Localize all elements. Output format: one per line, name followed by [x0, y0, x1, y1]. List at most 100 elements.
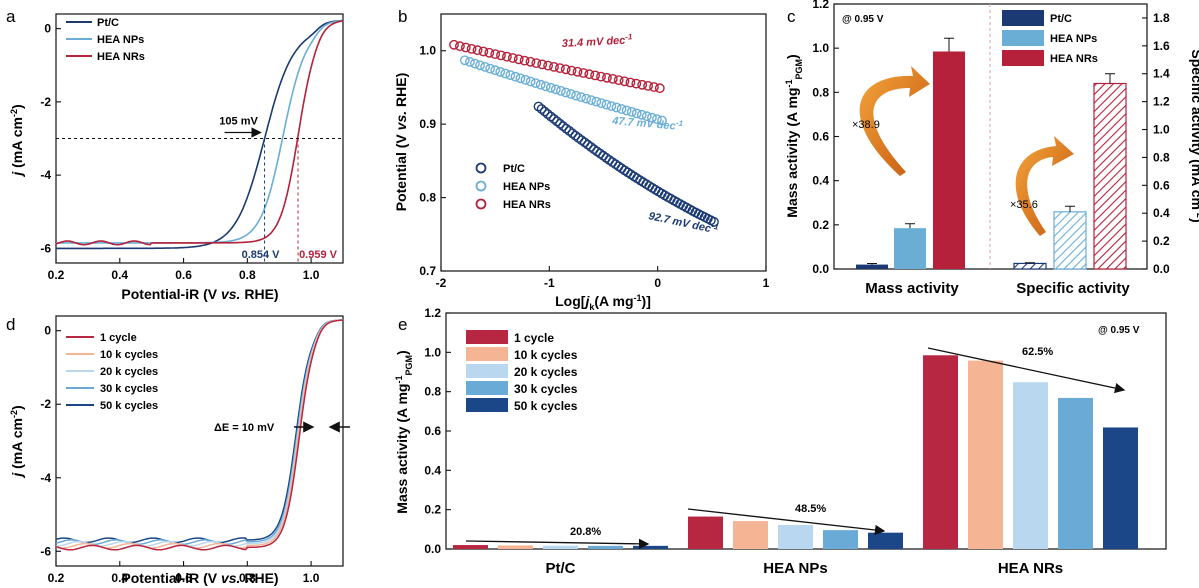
- legend-swatch-e-4: [466, 381, 508, 395]
- panel-a-ytick-label: -4: [40, 168, 51, 182]
- panel-c: 0.0 0.2 0.4 0.6 0.8 1.0 1.2 0.0 0.2 0.4 0.6 0.8 1.0 1…: [784, 0, 1199, 297]
- curve-pt-c: [56, 19, 344, 250]
- bar-hea-nps-1: [688, 516, 723, 549]
- bar-hea-nrs-2: [968, 360, 1003, 549]
- legend-label-hea-nrs-b: HEA NRs: [503, 199, 551, 211]
- panel-a-ytick-label: 0: [44, 22, 51, 36]
- panel-a-ytick-label: -2: [40, 95, 51, 109]
- bar-hea-nps-3: [778, 525, 813, 549]
- tafel-point-hea-nps: [550, 84, 561, 95]
- panel-b: -2 -1 0 1 0.7 0.8 0.9 1.0 31.4 mV dec-1 47.7 mV…: [393, 13, 770, 312]
- panel-a: 0.2 0.4 0.6 0.8 1.0 0 -2 -4 -6 105 mV 0.854 V 0.95…: [9, 13, 344, 302]
- tafel-point-hea-nps: [556, 86, 566, 96]
- e-half-ptc-label: 0.854 V: [242, 249, 281, 261]
- tafel-point-hea-nrs: [519, 55, 530, 66]
- panel-b-ylabel: Potential (V vs. RHE): [393, 73, 409, 212]
- tafel-point-hea-nrs: [649, 82, 659, 92]
- panel-d-ytick-label: -2: [40, 397, 51, 411]
- panel-b-xtick-label: 1: [763, 276, 770, 290]
- panel-b-ticks: -2 -1 0 1 0.7 0.8 0.9 1.0: [419, 44, 769, 290]
- category-label-hea-nps: HEA NPs: [763, 560, 827, 577]
- cycle-curve-5: [55, 319, 344, 544]
- tafel-point-hea-nrs: [613, 75, 624, 86]
- bar-hea-nps-5: [868, 532, 903, 549]
- tafel-point-hea-nrs: [478, 46, 489, 57]
- tafel-point-hea-nrs: [625, 77, 636, 88]
- tafel-point-hea-nps: [596, 98, 607, 109]
- panel-c-legend: Pt/C HEA NPs HEA NRs: [1002, 10, 1098, 66]
- tafel-point-pt-c: [539, 106, 550, 117]
- tafel-point-hea-nps: [510, 71, 521, 82]
- tafel-point-hea-nrs: [637, 79, 648, 90]
- category-label-specific: Specific activity: [1016, 280, 1130, 297]
- panel-a-xtick-label: 0.8: [239, 268, 256, 282]
- panel-b-points: [449, 39, 719, 227]
- legend-label-e-4: 30 k cycles: [514, 382, 578, 396]
- tafel-point-hea-nps: [459, 55, 470, 66]
- panel-d-ytick-label: -4: [40, 471, 51, 485]
- panel-a-xtick-label: 0.2: [48, 268, 65, 282]
- slope-label-ptc: 92.7 mV dec-1: [647, 208, 720, 237]
- panel-c-left-ytick-label: 0.2: [812, 218, 829, 232]
- orange-curved-arrow-mass: [859, 66, 930, 176]
- tafel-point-hea-nrs: [507, 53, 518, 63]
- legend-label-e-2: 10 k cycles: [514, 348, 578, 362]
- tafel-point-pt-c: [536, 104, 547, 114]
- tafel-point-hea-nps: [571, 90, 581, 101]
- tafel-point-pt-c: [709, 216, 719, 227]
- tafel-point-hea-nps: [566, 89, 576, 99]
- tafel-point-pt-c: [585, 141, 596, 152]
- slope-label-hea-nrs: 31.4 mV dec-1: [561, 32, 633, 50]
- panel-b-xtick-label: -2: [436, 276, 447, 290]
- panel-letter-b: b: [398, 7, 407, 26]
- drop-arrow-hea-nps: [687, 508, 886, 536]
- tafel-point-pt-c: [545, 111, 556, 122]
- mass-bar-pt-c: [856, 264, 888, 269]
- tafel-point-hea-nrs: [560, 64, 571, 75]
- mass-bar-hea-nps: [894, 228, 926, 269]
- tafel-point-pt-c: [561, 123, 572, 134]
- panel-b-frame: [440, 13, 767, 272]
- tafel-point-pt-c: [570, 130, 581, 141]
- tafel-point-hea-nps: [616, 104, 627, 114]
- tafel-point-hea-nrs: [472, 45, 483, 56]
- panel-c-right-ytick-label: 0.8: [1153, 150, 1170, 164]
- tafel-point-hea-nps: [469, 58, 480, 69]
- panel-d-xtick-label: 0.6: [175, 571, 192, 585]
- drop-label-hea-nrs: 62.5%: [1022, 346, 1053, 358]
- delta-e-label: ΔE = 10 mV: [214, 422, 275, 434]
- tafel-point-hea-nrs: [555, 63, 565, 73]
- tafel-point-pt-c: [573, 132, 584, 143]
- legend-label-ptc: Pt/C: [97, 17, 119, 29]
- legend-swatch-e-2: [466, 347, 508, 361]
- legend-marker-hea-nps: [475, 180, 487, 192]
- legend-label-c-ptc: Pt/C: [1050, 13, 1072, 25]
- tafel-point-pt-c: [533, 101, 544, 112]
- tafel-point-hea-nps: [515, 73, 526, 84]
- tafel-point-hea-nrs: [578, 68, 589, 78]
- legend-label-ptc-b: Pt/C: [503, 163, 525, 175]
- panel-a-ylabel: j (mA cm-2): [9, 104, 25, 177]
- panel-d-legend: 1 cycle 10 k cycles 20 k cycles 30 k cyc…: [66, 332, 158, 412]
- panel-c-condition: @ 0.95 V: [842, 14, 884, 25]
- tafel-point-hea-nps: [647, 112, 657, 123]
- tafel-point-hea-nps: [611, 102, 622, 113]
- legend-label-e-5: 50 k cycles: [514, 399, 578, 413]
- tafel-point-pt-c: [542, 109, 553, 119]
- panel-c-right-ytick-label: 1.2: [1153, 95, 1170, 109]
- cycle-curve-4: [55, 319, 343, 546]
- panel-e-ytick-label: 0.4: [424, 463, 441, 477]
- panel-d-xtick-label: 0.2: [48, 571, 65, 585]
- panel-c-right-ytick-label: 0.2: [1153, 234, 1170, 248]
- tafel-point-hea-nrs: [619, 76, 630, 87]
- specific-bar-pt-c: [1013, 262, 1047, 270]
- panel-b-legend: Pt/C HEA NPs HEA NRs: [475, 162, 551, 211]
- panel-c-right-ytick-label: 0.0: [1153, 262, 1170, 276]
- tafel-point-hea-nps: [581, 93, 592, 104]
- tafel-point-hea-nps: [485, 63, 495, 74]
- tafel-point-pt-c: [558, 121, 568, 132]
- e-half-nrs-label: 0.959 V: [299, 249, 338, 261]
- specific-factor-label: ×35.6: [1010, 199, 1038, 211]
- panel-e-ylabel: Mass activity (A mg-1PGM): [394, 350, 414, 513]
- legend-swatch-c-hea-nps: [1002, 30, 1044, 46]
